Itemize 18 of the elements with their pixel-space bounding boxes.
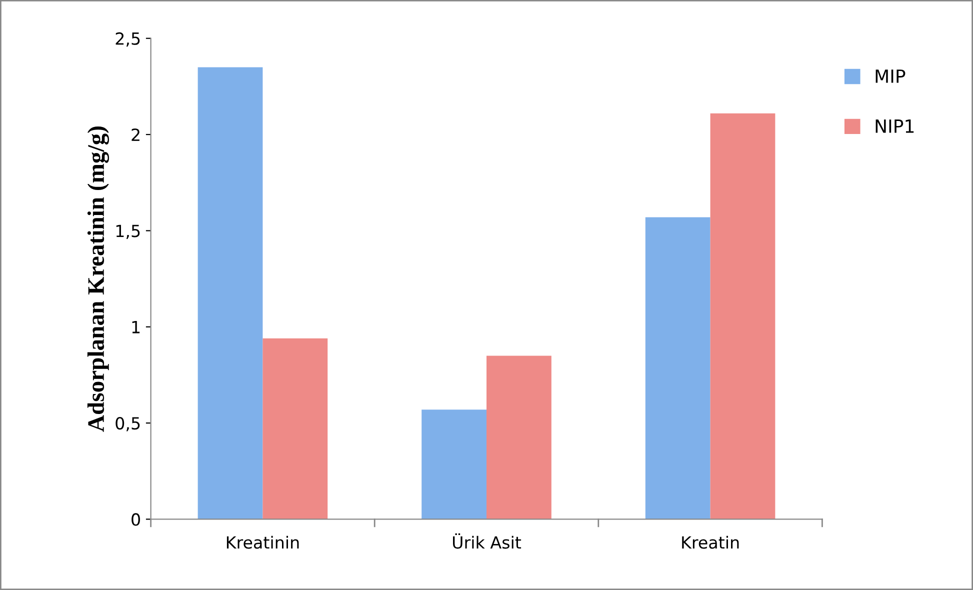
y-tick-label: 2 [132,128,140,141]
bar [262,338,328,520]
bar [710,113,776,520]
y-tick-label: 0,5 [116,416,140,432]
legend-label: NIP1 [876,120,914,133]
y-tick-label: 2,5 [116,32,140,47]
x-tick-label: Kreatinin [226,536,299,549]
y-tick-label: 1 [132,321,140,334]
x-tick-label: Ürik Asit [453,533,522,549]
bar [422,410,486,520]
y-axis-title: Adsorplanan Kreatinin (mg/g) [87,126,110,432]
x-tick-label: Kreatin [682,536,739,549]
legend-label: MIP [876,70,906,83]
y-tick-label: 0 [132,513,140,526]
y-tick-label: 1,5 [116,224,140,239]
bar [645,217,710,520]
bar [486,356,552,520]
bar [198,67,263,520]
